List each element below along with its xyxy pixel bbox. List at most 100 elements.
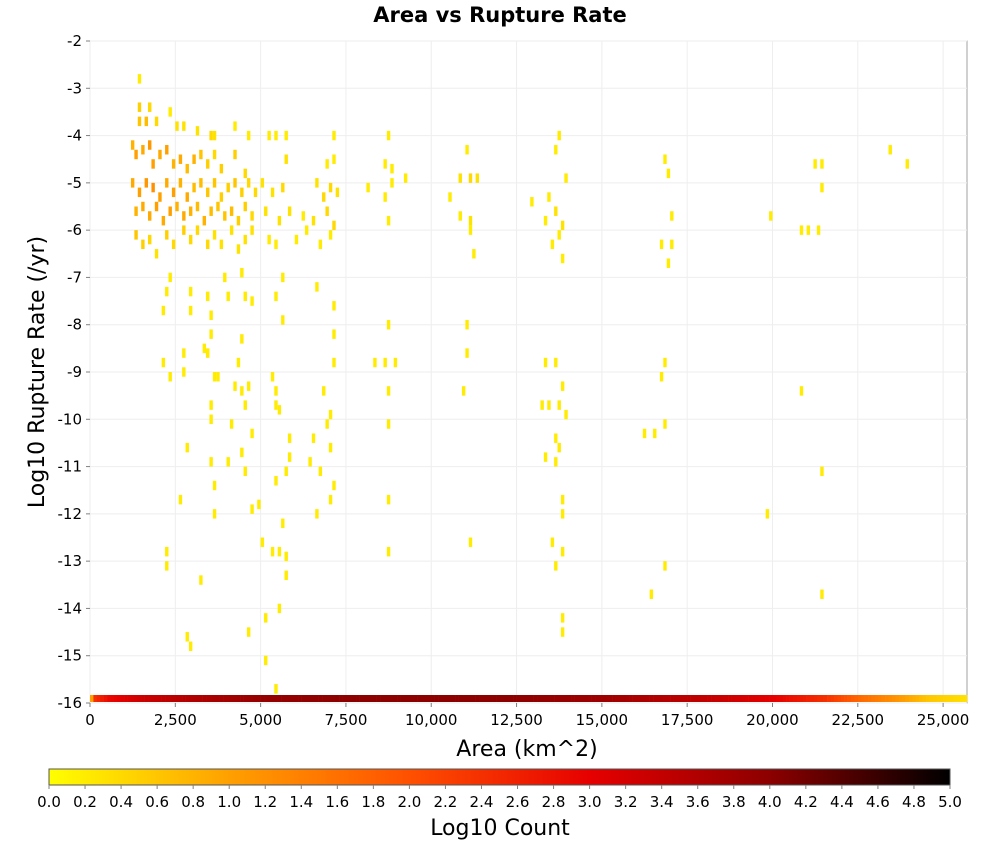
baseline-cell: [362, 695, 367, 702]
heatmap-cell: [461, 386, 466, 396]
y-tick-label: -10: [58, 410, 83, 428]
heatmap-cell: [165, 546, 169, 557]
baseline-cell: [775, 695, 780, 702]
heatmap-cell: [663, 357, 667, 368]
heatmap-cell: [206, 348, 210, 358]
heatmap-cell: [816, 225, 821, 235]
baseline-cell: [448, 695, 453, 702]
baseline-cell: [209, 695, 214, 702]
heatmap-cell: [158, 192, 162, 202]
baseline-cell: [165, 695, 169, 702]
colorbar-tick-label: 4.0: [758, 793, 782, 811]
heatmap-cell: [250, 504, 254, 514]
baseline-cell: [799, 695, 804, 702]
baseline-cell: [687, 695, 691, 702]
baseline-cell: [738, 695, 743, 702]
baseline-cell: [202, 695, 207, 702]
baseline-cell: [246, 695, 251, 702]
heatmap-cell: [557, 230, 561, 240]
baseline-cell: [455, 695, 459, 702]
heatmap-cell: [530, 197, 534, 207]
colorbar-tick-label: 3.4: [650, 793, 674, 811]
heatmap-cell: [206, 291, 210, 302]
baseline-cell: [554, 695, 558, 702]
heatmap-cells: [130, 74, 909, 694]
heatmap-cell: [182, 121, 186, 131]
baseline-cell: [656, 695, 661, 702]
heatmap-cell: [182, 367, 186, 377]
baseline-cell: [431, 695, 435, 702]
baseline-cell: [820, 695, 824, 702]
heatmap-cell: [188, 305, 193, 316]
baseline-cell: [397, 695, 401, 702]
heatmap-cell: [185, 442, 189, 453]
heatmap-cell: [557, 442, 561, 453]
heatmap-cell: [192, 182, 196, 193]
heatmap-cell: [246, 178, 251, 188]
y-tick-label: -16: [58, 694, 83, 712]
heatmap-cell: [366, 182, 370, 193]
baseline-cell: [250, 695, 255, 702]
baseline-cell: [516, 695, 521, 702]
heatmap-cell: [185, 632, 189, 642]
heatmap-cell: [195, 201, 200, 212]
heatmap-cell: [663, 154, 667, 164]
heatmap-cell: [332, 301, 336, 311]
baseline-cell: [124, 695, 128, 702]
y-tick-label: -15: [58, 647, 83, 665]
heatmap-cell: [386, 419, 391, 429]
heatmap-cell: [560, 220, 565, 231]
heatmap-cell: [820, 182, 824, 193]
baseline-cell: [956, 695, 961, 702]
baseline-cell: [509, 695, 514, 702]
baseline-cell: [868, 695, 872, 702]
heatmap-cell: [209, 206, 213, 216]
x-tick-label: 25,000: [917, 711, 970, 729]
colorbar-tick-label: 3.6: [686, 793, 710, 811]
baseline-cell: [618, 695, 623, 702]
heatmap-cell: [325, 206, 329, 216]
heatmap-cell: [468, 173, 473, 183]
baseline-cell: [281, 695, 285, 702]
heatmap-cell: [335, 187, 340, 198]
baseline-cell: [530, 695, 534, 702]
heatmap-cell: [223, 272, 227, 283]
heatmap-cell: [165, 561, 169, 571]
heatmap-cell: [226, 182, 230, 193]
baseline-cell: [308, 695, 313, 702]
baseline-cell: [861, 695, 865, 702]
y-tick-label: -14: [58, 599, 83, 617]
baseline-cell: [407, 695, 412, 702]
baseline-cell: [414, 695, 418, 702]
heatmap-cell: [219, 239, 224, 250]
baseline-cell: [117, 695, 122, 702]
x-tick-label: 15,000: [576, 711, 629, 729]
heatmap-cell: [328, 409, 333, 420]
y-tick-label: -2: [67, 32, 82, 50]
baseline-cell: [683, 695, 688, 702]
baseline-cell: [663, 695, 668, 702]
heatmap-cell: [383, 159, 387, 169]
heatmap-cell: [185, 163, 189, 174]
heatmap-cell: [257, 499, 261, 510]
heatmap-cell: [390, 178, 394, 188]
heatmap-cell: [240, 386, 244, 396]
heatmap-cell: [328, 494, 333, 505]
heatmap-cell: [264, 655, 268, 666]
heatmap-cell: [373, 357, 377, 368]
heatmap-cell: [250, 225, 254, 235]
heatmap-cell: [209, 310, 213, 320]
heatmap-cell: [171, 187, 176, 198]
baseline-cell: [127, 695, 132, 702]
heatmap-cell: [209, 414, 213, 425]
heatmap-cell: [383, 192, 387, 202]
baseline-cell: [929, 695, 934, 702]
baseline-cell: [789, 695, 794, 702]
heatmap-cell: [158, 149, 162, 160]
y-tick-label: -11: [58, 458, 83, 476]
baseline-cell: [779, 695, 784, 702]
heatmap-cell: [154, 116, 159, 127]
heatmap-cell: [274, 291, 278, 302]
heatmap-cell: [165, 230, 169, 240]
